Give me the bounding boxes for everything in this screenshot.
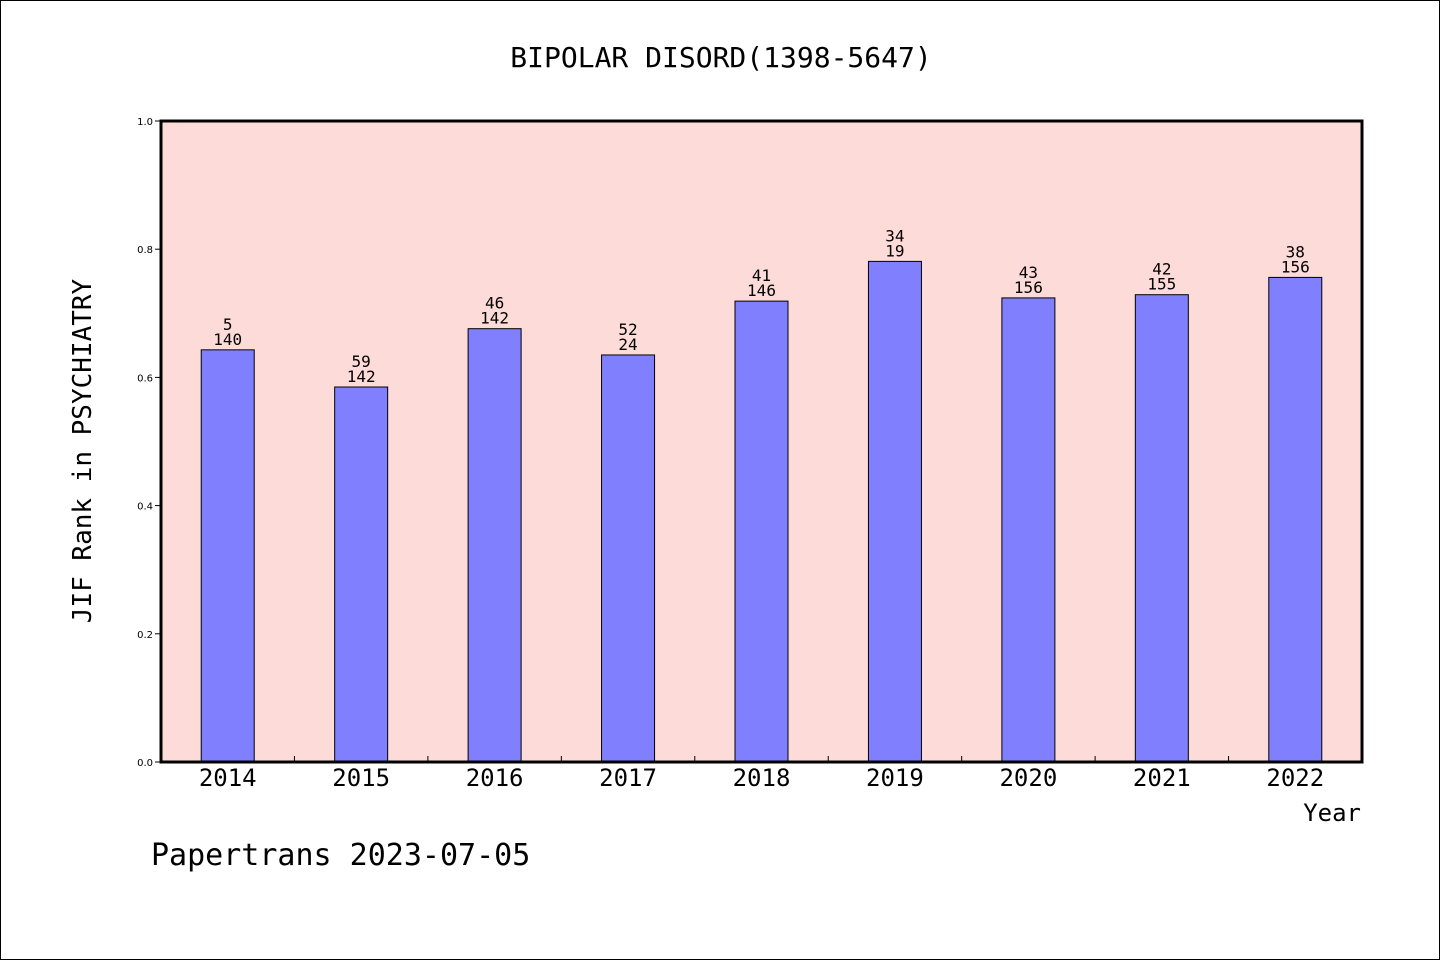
- bar-2014: [200, 349, 255, 763]
- watermark-text: Papertrans 2023-07-05: [151, 838, 530, 873]
- bar-total-label: 155: [1147, 275, 1176, 294]
- bar-total-label: 142: [480, 309, 509, 328]
- plot-border: [159, 119, 1364, 764]
- bar-2017: [601, 354, 656, 763]
- y-tick-label: 0.4: [137, 502, 153, 513]
- bar-rank-label: 5: [223, 315, 233, 334]
- bar-rank-label: 41: [752, 266, 771, 285]
- bar-2018: [734, 300, 789, 763]
- bar-rank-label: 38: [1286, 242, 1305, 261]
- bar-rank-label: 52: [618, 320, 637, 339]
- bar-2016: [467, 328, 522, 763]
- bar-rank-label: 59: [352, 352, 371, 371]
- bar-total-label: 146: [747, 281, 776, 300]
- x-tick-label: 2016: [466, 764, 524, 792]
- bar-2022: [1268, 276, 1323, 763]
- y-axis-label: JIF Rank in PSYCHIATRY: [68, 278, 98, 623]
- bar-total-label: 142: [347, 367, 376, 386]
- x-tick-label: 2017: [599, 764, 657, 792]
- x-tick-label: 2014: [199, 764, 257, 792]
- x-tick-label: 2019: [866, 764, 924, 792]
- x-tick-label: 2022: [1266, 764, 1324, 792]
- bar-2019: [867, 260, 922, 763]
- y-axis: 0.0 0.2 0.4 0.6 0.8 1.0: [137, 117, 161, 769]
- x-tick-label: 2020: [999, 764, 1057, 792]
- bar-rank-label: 46: [485, 294, 504, 313]
- y-tick-label: 0.0: [137, 758, 153, 769]
- bar-total-label: 156: [1281, 257, 1310, 276]
- x-axis-label: Year: [1303, 799, 1361, 827]
- bar-rank-label: 34: [885, 226, 904, 245]
- x-tick-label: 2015: [332, 764, 390, 792]
- chart-title: BIPOLAR DISORD(1398-5647): [510, 41, 931, 74]
- x-axis: 2014 2015 2016 2017 2018 2019 2020 2021 2022: [199, 756, 1324, 792]
- bar-total-label: 156: [1014, 278, 1043, 297]
- y-tick-label: 0.2: [137, 630, 153, 641]
- bar-series: 5140591424614252244114634194315642155381…: [200, 226, 1323, 763]
- bar-2021: [1134, 294, 1189, 763]
- x-tick-label: 2021: [1133, 764, 1191, 792]
- bar-total-label: 24: [618, 335, 637, 354]
- bar-rank-label: 43: [1019, 263, 1038, 282]
- bar-total-label: 140: [213, 330, 242, 349]
- bar-rank-label: 42: [1152, 260, 1171, 279]
- y-tick-label: 0.6: [137, 373, 153, 384]
- y-tick-label: 0.8: [137, 245, 153, 256]
- bar-total-label: 19: [885, 241, 904, 260]
- bar-2020: [1001, 297, 1056, 763]
- y-tick-label: 1.0: [137, 117, 153, 128]
- bar-2015: [334, 386, 389, 763]
- x-tick-label: 2018: [733, 764, 791, 792]
